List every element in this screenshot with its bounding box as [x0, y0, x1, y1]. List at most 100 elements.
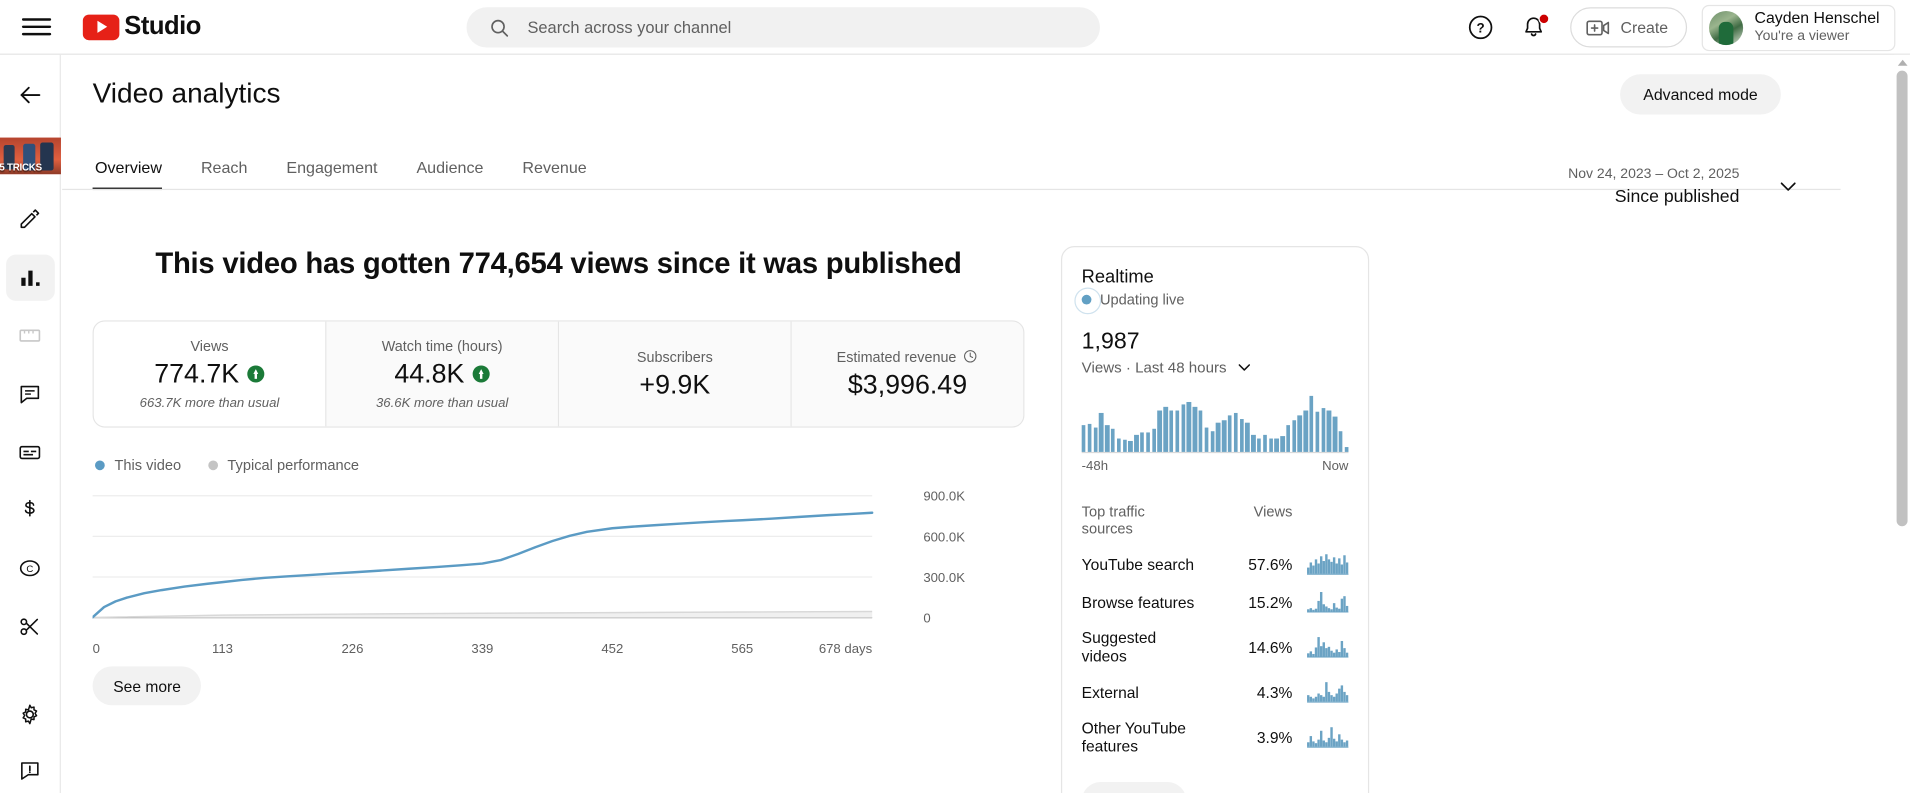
svg-text:0: 0 — [93, 641, 100, 656]
sidebar-item-clips[interactable] — [5, 604, 54, 650]
tab-engagement[interactable]: Engagement — [286, 158, 378, 177]
overview-content: This video has gotten 774,654 views sinc… — [62, 213, 1840, 793]
traffic-source-row[interactable]: Suggested videos 14.6% — [1082, 629, 1349, 665]
create-button[interactable]: Create — [1570, 7, 1688, 48]
traffic-source-sparkline-cell — [1292, 591, 1349, 613]
realtime-axis: -48h Now — [1082, 459, 1349, 474]
page-scrollbar[interactable] — [1894, 54, 1910, 793]
traffic-source-row[interactable]: Browse features 15.2% — [1082, 591, 1349, 613]
sidebar-item-details[interactable] — [5, 196, 54, 242]
tab-overview[interactable]: Overview — [92, 158, 182, 191]
sidebar-item-subtitles[interactable] — [5, 429, 54, 475]
chevron-down-icon[interactable] — [1776, 175, 1800, 199]
sidebar-item-send-feedback[interactable] — [5, 747, 54, 793]
traffic-sources-header: Top traffic sources Views — [1082, 503, 1349, 537]
realtime-column: Realtime Updating live 1,987 Views · Las… — [1060, 246, 1370, 793]
back-arrow-icon[interactable] — [5, 72, 54, 118]
see-more-button[interactable]: See more — [92, 666, 202, 706]
search-bar[interactable] — [466, 7, 1100, 48]
realtime-bar — [1099, 413, 1104, 452]
legend-label: This video — [114, 456, 182, 474]
sidebar-item-editor[interactable] — [5, 313, 54, 359]
traffic-header-views: Views — [1253, 503, 1293, 521]
hamburger-icon[interactable] — [21, 16, 52, 38]
metric-card-watch-time[interactable]: Watch time (hours) 44.8K 36.6K more than… — [326, 321, 560, 427]
left-rail: 5 TRICKS — [0, 54, 61, 793]
dollar-icon — [24, 500, 35, 518]
search-input[interactable] — [527, 18, 1015, 37]
realtime-bar — [1332, 416, 1338, 452]
traffic-sources-list: YouTube search 57.6% Browse features 15.2% S… — [1082, 553, 1349, 755]
realtime-bar — [1128, 441, 1133, 452]
sparkline-icon — [1307, 637, 1349, 658]
tab-revenue[interactable]: Revenue — [522, 158, 587, 177]
trend-up-icon — [472, 365, 490, 383]
metric-value: +9.9K — [639, 368, 711, 399]
sidebar-item-settings[interactable] — [5, 691, 54, 737]
metric-cards: Views 774.7K 663.7K more than usual Watc… — [92, 320, 1025, 428]
realtime-metric-selector[interactable]: Views · Last 48 hours — [1082, 358, 1349, 376]
date-range-selector[interactable]: Nov 24, 2023 – Oct 2, 2025 Since publish… — [1568, 164, 1800, 209]
realtime-bar — [1151, 428, 1156, 452]
tab-audience[interactable]: Audience — [416, 158, 484, 177]
realtime-bar — [1315, 411, 1320, 452]
advanced-mode-button[interactable]: Advanced mode — [1620, 74, 1781, 115]
notifications-bell-icon[interactable] — [1513, 7, 1554, 48]
legend-item-typical-performance[interactable]: Typical performance — [207, 456, 360, 474]
sidebar-item-analytics[interactable] — [5, 254, 55, 301]
views-line-chart[interactable]: 0 300.0K 600.0K 900.0K 0 113 226 339 452 565 678 … — [91, 486, 1025, 656]
realtime-see-more-button[interactable]: See more — [1081, 782, 1187, 793]
realtime-bar — [1093, 427, 1098, 452]
scroll-up-arrow-icon[interactable] — [1894, 55, 1910, 70]
realtime-bar — [1309, 395, 1314, 452]
scrollbar-thumb[interactable] — [1896, 70, 1908, 527]
realtime-bar — [1233, 413, 1238, 452]
realtime-bar — [1140, 432, 1145, 452]
metric-card-estimated-revenue[interactable]: Estimated revenue $3,996.49 — [791, 321, 1024, 427]
realtime-bar — [1274, 437, 1279, 452]
traffic-source-sparkline-cell — [1292, 636, 1349, 658]
traffic-source-label: Other YouTube features — [1081, 718, 1186, 756]
brand-label: Studio — [124, 12, 201, 41]
realtime-bar — [1251, 434, 1256, 452]
realtime-bar — [1280, 436, 1285, 452]
metric-value: 44.8K — [394, 358, 465, 389]
svg-text:900.0K: 900.0K — [923, 489, 965, 504]
traffic-source-value: 57.6% — [1248, 554, 1293, 574]
legend-item-this-video[interactable]: This video — [95, 457, 181, 474]
realtime-bar — [1221, 420, 1227, 452]
realtime-metric-label: Views · Last 48 hours — [1081, 358, 1227, 376]
studio-logo[interactable]: Studio — [82, 12, 201, 41]
legend-label: Typical performance — [227, 456, 360, 474]
legend-color-swatch — [95, 460, 105, 471]
traffic-source-value: 3.9% — [1256, 727, 1293, 747]
help-icon[interactable]: ? — [1460, 7, 1501, 48]
pencil-icon — [20, 209, 40, 229]
sidebar-item-copyright[interactable]: C — [5, 545, 54, 591]
svg-text:339: 339 — [471, 641, 493, 656]
realtime-bar-chart[interactable] — [1081, 395, 1349, 454]
sidebar-item-monetization[interactable] — [5, 487, 54, 533]
traffic-source-row[interactable]: YouTube search 57.6% — [1082, 553, 1349, 575]
clock-icon — [964, 350, 977, 363]
comments-icon — [20, 385, 40, 404]
video-thumbnail[interactable]: 5 TRICKS — [0, 137, 61, 175]
views-chart-x-axis: 0 113 226 339 452 565 678 days — [93, 641, 873, 656]
realtime-bar — [1105, 425, 1110, 452]
metric-card-subscribers[interactable]: Subscribers +9.9K — [559, 321, 792, 427]
chart-legend: This video Typical performance — [95, 457, 1024, 474]
metric-card-views[interactable]: Views 774.7K 663.7K more than usual — [93, 321, 327, 427]
tab-reach[interactable]: Reach — [200, 158, 248, 177]
sidebar-item-comments[interactable] — [5, 371, 54, 417]
top-bar-actions: ? Create — [1454, 0, 1896, 55]
svg-text:?: ? — [1476, 21, 1484, 36]
svg-text:678 days: 678 days — [819, 641, 873, 656]
realtime-title: Realtime — [1081, 266, 1154, 288]
traffic-source-row[interactable]: Other YouTube features 3.9% — [1081, 718, 1349, 756]
feedback-icon — [21, 761, 39, 780]
realtime-bar — [1116, 437, 1121, 452]
chevron-down-icon[interactable] — [1235, 358, 1253, 376]
realtime-status: Updating live — [1074, 287, 1349, 315]
account-button[interactable]: Cayden Henschel You're a viewer — [1702, 4, 1896, 51]
traffic-source-row[interactable]: External 4.3% — [1082, 681, 1349, 703]
